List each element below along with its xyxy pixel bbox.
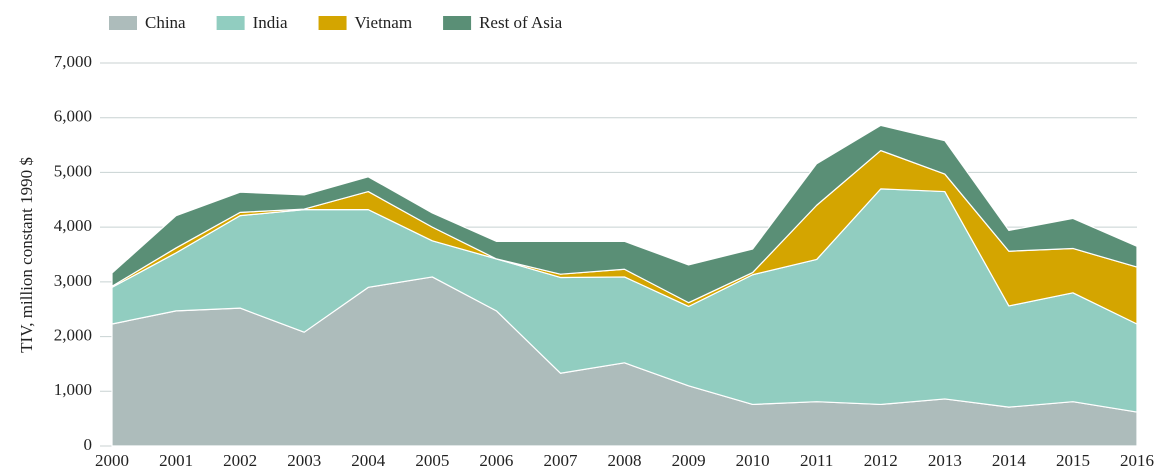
y-axis-label: TIV, million constant 1990 $ xyxy=(17,157,36,353)
legend-label: India xyxy=(253,13,288,32)
y-tick-label: 6,000 xyxy=(54,107,92,126)
legend-label: Rest of Asia xyxy=(479,13,563,32)
x-tick-label: 2010 xyxy=(736,451,770,470)
x-tick-label: 2015 xyxy=(1056,451,1090,470)
y-tick-label: 4,000 xyxy=(54,216,92,235)
legend-swatch xyxy=(216,16,245,30)
x-tick-label: 2006 xyxy=(479,451,513,470)
legend-label: Vietnam xyxy=(355,13,413,32)
x-tick-label: 2013 xyxy=(928,451,962,470)
x-tick-label: 2016 xyxy=(1120,451,1154,470)
x-tick-label: 2005 xyxy=(415,451,449,470)
x-tick-label: 2002 xyxy=(223,451,257,470)
x-tick-label: 2004 xyxy=(351,451,386,470)
legend-swatch xyxy=(318,16,347,30)
legend-swatch xyxy=(443,16,472,30)
x-tick-label: 2011 xyxy=(800,451,833,470)
x-tick-label: 2014 xyxy=(992,451,1027,470)
y-tick-label: 1,000 xyxy=(54,380,92,399)
legend-swatch xyxy=(109,16,137,30)
x-tick-label: 2008 xyxy=(608,451,642,470)
y-tick-label: 2,000 xyxy=(54,325,92,344)
x-tick-label: 2012 xyxy=(864,451,898,470)
y-tick-label: 7,000 xyxy=(54,52,92,71)
y-tick-label: 0 xyxy=(84,435,93,454)
x-tick-label: 2000 xyxy=(95,451,129,470)
x-tick-label: 2009 xyxy=(672,451,706,470)
x-tick-label: 2007 xyxy=(543,451,578,470)
x-tick-label: 2001 xyxy=(159,451,193,470)
y-tick-label: 5,000 xyxy=(54,161,92,180)
area xyxy=(111,124,1138,304)
y-tick-label: 3,000 xyxy=(54,271,92,290)
x-tick-label: 2003 xyxy=(287,451,321,470)
legend-label: China xyxy=(145,13,186,32)
